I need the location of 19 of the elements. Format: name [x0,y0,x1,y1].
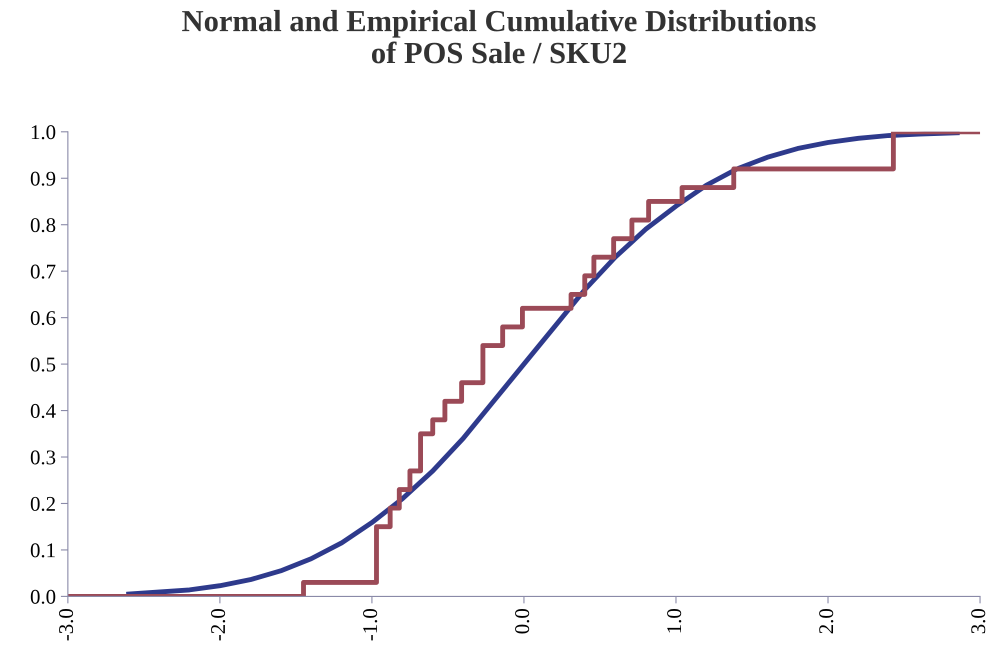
y-tick-label: 0.0 [30,590,56,604]
y-tick-label: 0.4 [30,404,56,418]
y-tick-label: 0.8 [30,218,56,232]
chart-title: Normal and Empirical Cumulative Distributions of POS Sale / SKU2 [182,10,816,64]
y-tick-label: 0.7 [30,264,56,279]
x-tick-label: 0.0 [515,608,530,634]
x-tick-label: 3.0 [971,608,986,634]
y-tick-label: 0.2 [30,496,55,511]
x-tick-label: 1.0 [667,608,682,632]
y-tick-label: 0.6 [30,311,56,326]
y-tick-label: 1.0 [32,125,56,140]
y-tick-label: 0.9 [30,172,56,186]
y-tick-label: 0.5 [30,357,56,372]
x-tick-label: 2.0 [819,608,834,634]
x-tick-label: -3.0 [59,608,74,640]
y-tick-label: 0.3 [30,450,56,465]
x-tick-label: -1.0 [363,608,378,640]
y-tick-label: 0.1 [30,543,55,558]
x-tick-label: -2.0 [211,608,226,640]
